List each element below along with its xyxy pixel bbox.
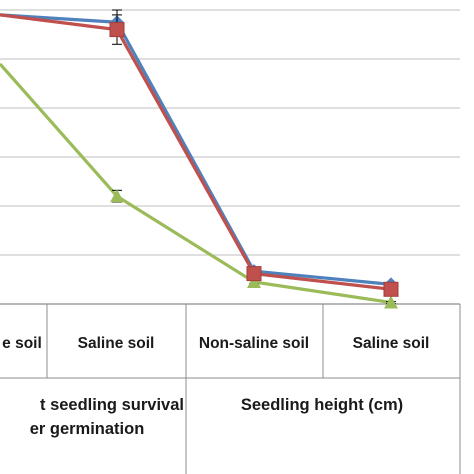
category-label-1: e soil bbox=[2, 335, 42, 352]
series-2-point-2 bbox=[109, 22, 125, 38]
group-label-survival-line-2: er germination bbox=[30, 420, 145, 438]
group-label-height: Seedling height (cm) bbox=[241, 396, 403, 414]
series-layer bbox=[0, 9, 399, 309]
category-label-3: Non-saline soil bbox=[199, 335, 309, 352]
series-2 bbox=[0, 13, 399, 297]
series-1-line bbox=[0, 13, 392, 286]
series-2-point-4 bbox=[383, 281, 399, 297]
category-axis-table bbox=[0, 303, 461, 474]
series-3-point-4 bbox=[384, 295, 398, 309]
series-3-point-3 bbox=[247, 274, 261, 288]
category-label-2: Saline soil bbox=[78, 335, 155, 352]
series-3-point-2 bbox=[110, 189, 124, 203]
group-label-survival-line-1: t seedling survival bbox=[40, 396, 184, 414]
gridlines bbox=[0, 9, 460, 256]
series-2-line bbox=[0, 13, 392, 291]
series-2-point-3 bbox=[246, 266, 262, 282]
series-3 bbox=[0, 62, 398, 309]
axis-labels: e soil Saline soil Non-saline soil Saline s… bbox=[2, 335, 429, 438]
category-label-4: Saline soil bbox=[353, 335, 430, 352]
series-3-line bbox=[0, 62, 392, 305]
